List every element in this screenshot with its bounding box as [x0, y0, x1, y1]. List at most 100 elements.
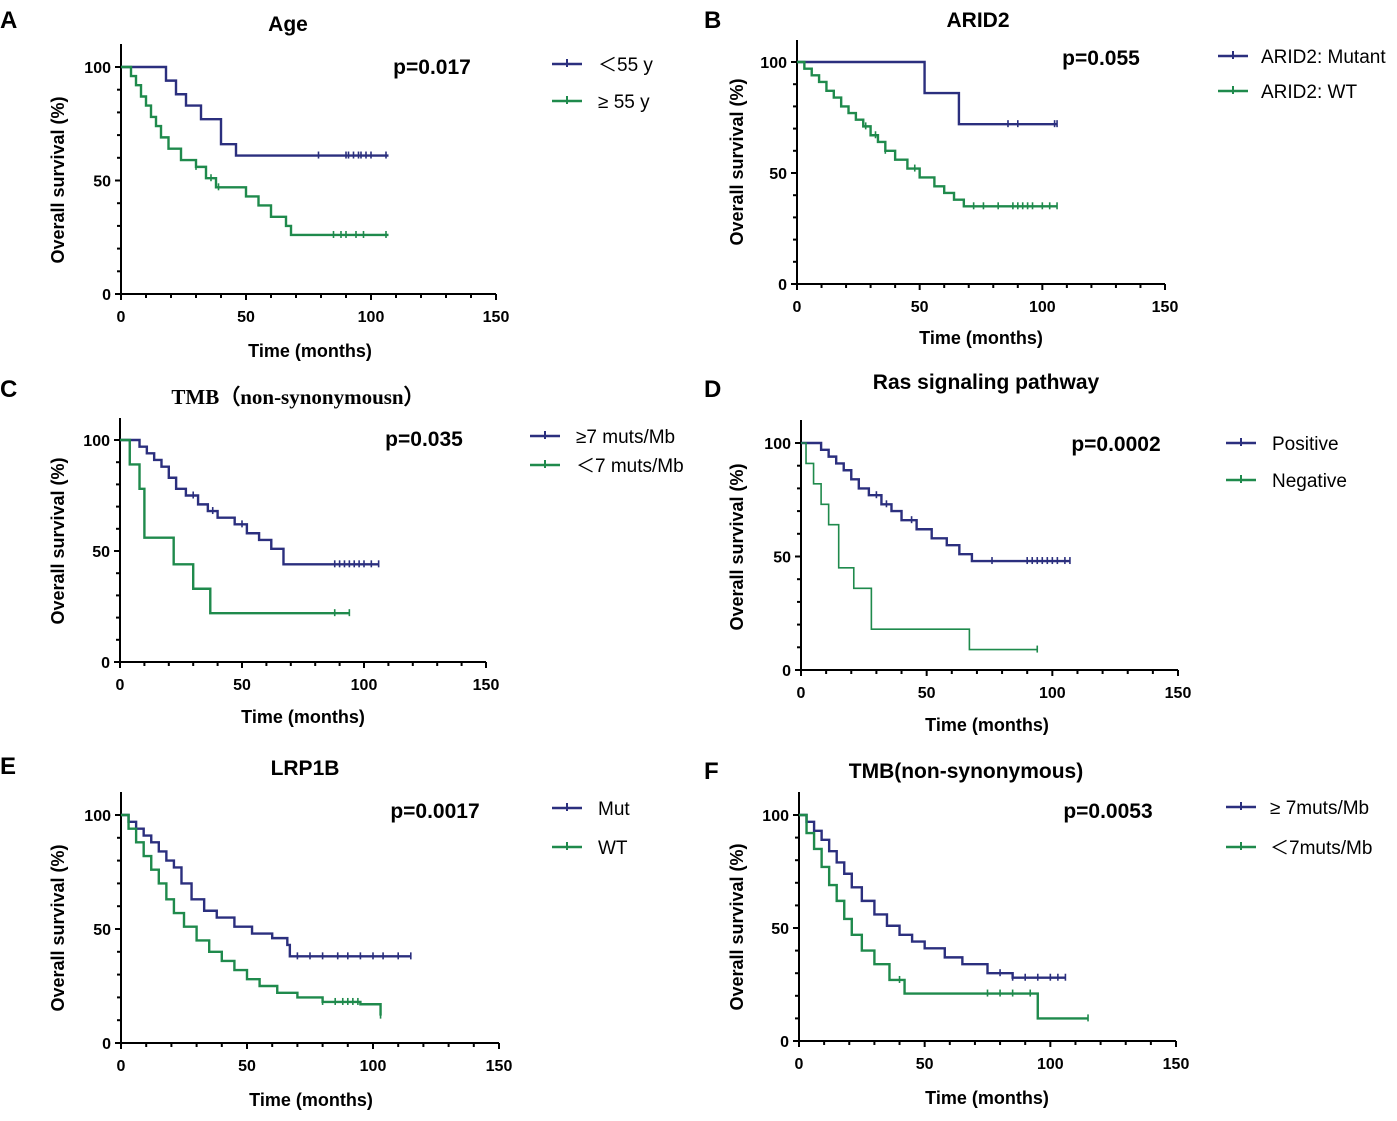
y-tick-label: 100 — [762, 808, 789, 825]
x-tick-label: 100 — [1039, 685, 1066, 702]
legend-label: ≥ 55 y — [598, 92, 650, 113]
x-tick-label: 50 — [916, 1056, 934, 1073]
y-tick-label: 50 — [93, 174, 111, 191]
legend-label: ARID2: WT — [1261, 82, 1357, 103]
legend-item: ≥7 muts/Mb — [530, 427, 675, 448]
legend-item: ≥ 55 y — [552, 92, 650, 113]
legend: ≥ 7muts/Mb ＜7muts/Mb — [1226, 798, 1372, 859]
p-value: p=0.017 — [393, 56, 471, 79]
panel-letter: F — [704, 758, 719, 785]
legend-item: Negative — [1226, 471, 1347, 492]
legend-item: ARID2: Mutant — [1218, 47, 1386, 68]
panel-letter: B — [704, 7, 721, 34]
survival-curve-group-1 — [121, 65, 389, 157]
survival-curve-group-1 — [121, 813, 411, 958]
x-axis-label: Time (months) — [925, 1088, 1049, 1108]
legend-label: ＜7muts/Mb — [1270, 838, 1372, 859]
legend-label: Negative — [1272, 471, 1347, 492]
survival-curve-group-2 — [797, 60, 1058, 208]
panel-d: D Ras signaling pathway p=0.0002 0 50 100 1… — [704, 371, 1347, 735]
legend-item: ＜7 muts/Mb — [530, 456, 684, 477]
plot-area: 0 50 100 150 0 50 100 — [84, 792, 512, 1075]
x-axis-label: Time (months) — [248, 341, 372, 361]
x-tick-label: 100 — [1037, 1056, 1064, 1073]
x-axis-label: Time (months) — [919, 328, 1043, 348]
legend-label: ≥ 7muts/Mb — [1270, 798, 1369, 819]
panel-letter: C — [0, 376, 17, 403]
plot-area: 0 50 100 150 0 50 100 — [83, 418, 499, 694]
panel-letter: E — [0, 753, 16, 780]
x-tick-label: 0 — [797, 685, 806, 702]
legend-label: WT — [598, 838, 628, 859]
x-tick-label: 50 — [918, 685, 936, 702]
survival-curve-group-1 — [120, 438, 379, 566]
p-value: p=0.035 — [385, 428, 463, 451]
y-axis-label: Overall survival (%) — [727, 78, 747, 245]
x-tick-label: 50 — [911, 299, 929, 316]
legend-label: ＜55 y — [598, 55, 653, 76]
p-value: p=0.0002 — [1071, 433, 1160, 456]
p-value: p=0.0017 — [390, 800, 479, 823]
x-tick-label: 0 — [116, 677, 125, 694]
x-tick-label: 150 — [1165, 685, 1192, 702]
x-tick-label: 50 — [237, 309, 255, 326]
chart-title: Ras signaling pathway — [873, 371, 1100, 394]
x-tick-label: 0 — [795, 1056, 804, 1073]
survival-curve-group-2 — [121, 65, 389, 237]
legend-label: Positive — [1272, 434, 1339, 455]
p-value: p=0.055 — [1062, 47, 1140, 70]
survival-curve-group-2 — [801, 442, 1038, 651]
plot-area: 0 50 100 150 0 50 100 — [762, 792, 1189, 1073]
legend-label: ARID2: Mutant — [1261, 47, 1386, 68]
legend-label: Mut — [598, 799, 630, 820]
y-tick-label: 0 — [782, 663, 791, 680]
x-tick-label: 0 — [117, 309, 126, 326]
y-axis-label: Overall survival (%) — [48, 96, 68, 263]
y-tick-label: 0 — [778, 277, 787, 294]
legend: Mut WT — [552, 799, 630, 859]
legend-item: ＜55 y — [552, 55, 653, 76]
legend: ≥7 muts/Mb ＜7 muts/Mb — [530, 427, 684, 477]
y-axis-label: Overall survival (%) — [727, 463, 747, 630]
x-axis-label: Time (months) — [925, 715, 1049, 735]
x-tick-label: 50 — [238, 1058, 256, 1075]
x-axis-label: Time (months) — [249, 1090, 373, 1110]
y-tick-label: 50 — [771, 921, 789, 938]
panel-b: B ARID2 p=0.055 0 50 100 150 0 50 100 Time (mo… — [704, 7, 1386, 348]
y-tick-label: 100 — [84, 60, 111, 77]
panel-f: F TMB(non-synonymous) p=0.0053 0 50 100 150… — [704, 758, 1372, 1108]
y-tick-label: 0 — [780, 1034, 789, 1051]
x-tick-label: 0 — [117, 1058, 126, 1075]
y-tick-label: 50 — [769, 166, 787, 183]
legend-label: ≥7 muts/Mb — [576, 427, 675, 448]
x-tick-label: 100 — [358, 309, 385, 326]
y-tick-label: 50 — [92, 544, 110, 561]
x-tick-label: 0 — [793, 299, 802, 316]
legend: ＜55 y ≥ 55 y — [552, 55, 653, 113]
y-tick-label: 100 — [760, 55, 787, 72]
legend: ARID2: Mutant ARID2: WT — [1218, 47, 1386, 103]
plot-area: 0 50 100 150 0 50 100 — [760, 40, 1178, 316]
survival-curve-group-1 — [801, 441, 1070, 563]
chart-title: TMB（non-synonymousn） — [171, 385, 424, 409]
y-tick-label: 100 — [83, 433, 110, 450]
plot-area: 0 50 100 150 0 50 100 — [764, 420, 1191, 702]
x-tick-label: 100 — [351, 677, 378, 694]
x-tick-label: 150 — [1163, 1056, 1190, 1073]
survival-curve-group-2 — [121, 813, 382, 1016]
y-tick-label: 50 — [93, 922, 111, 939]
chart-title: ARID2 — [946, 9, 1009, 32]
x-tick-label: 100 — [1029, 299, 1056, 316]
y-tick-label: 100 — [764, 436, 791, 453]
y-tick-label: 100 — [84, 808, 111, 825]
panel-letter: D — [704, 376, 721, 403]
y-tick-label: 0 — [102, 1036, 111, 1053]
legend-item: Positive — [1226, 434, 1339, 455]
chart-title: Age — [268, 13, 308, 36]
legend-label: ＜7 muts/Mb — [576, 456, 684, 477]
p-value: p=0.0053 — [1063, 800, 1152, 823]
x-tick-label: 150 — [1152, 299, 1179, 316]
x-tick-label: 150 — [483, 309, 510, 326]
legend-item: ARID2: WT — [1218, 82, 1357, 103]
